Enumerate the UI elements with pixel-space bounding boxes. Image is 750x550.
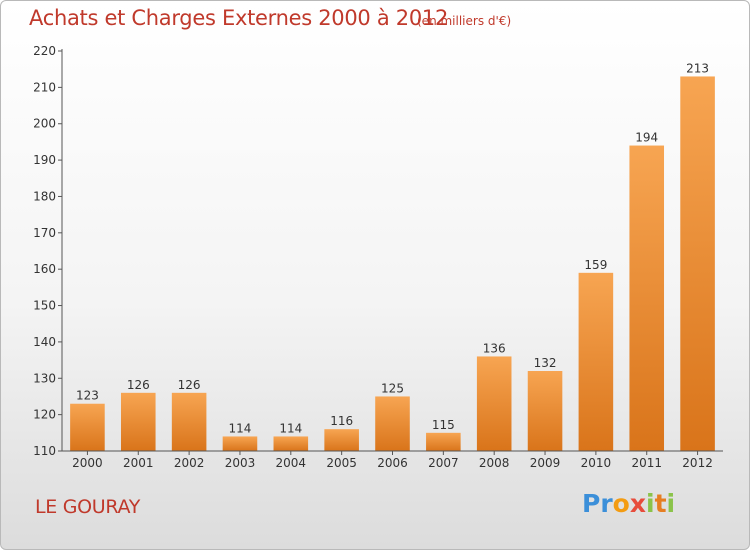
bar-value-label: 114 <box>229 421 252 435</box>
bar <box>171 392 207 451</box>
y-tick-label: 140 <box>33 335 56 349</box>
bar <box>70 403 105 451</box>
x-tick-label: 2005 <box>326 456 357 470</box>
x-tick-label: 2000 <box>72 456 103 470</box>
logo-letter: i <box>666 489 676 518</box>
bar-value-label: 136 <box>483 341 506 355</box>
bar <box>222 436 258 451</box>
x-tick-label: 2008 <box>479 456 510 470</box>
bar <box>120 392 156 451</box>
y-tick-label: 200 <box>33 117 56 131</box>
bar-value-label: 213 <box>686 61 709 75</box>
bar-value-label: 123 <box>76 389 99 403</box>
bar-value-label: 194 <box>635 131 658 145</box>
x-tick-label: 2001 <box>123 456 154 470</box>
y-tick-label: 180 <box>33 189 56 203</box>
chart-title: Achats et Charges Externes 2000 à 2012 <box>29 6 449 30</box>
x-tick-label: 2002 <box>174 456 205 470</box>
commune-name: LE GOURAY <box>35 496 141 518</box>
y-tick-label: 150 <box>33 299 56 313</box>
bar-value-label: 132 <box>534 356 557 370</box>
x-tick-label: 2007 <box>428 456 459 470</box>
logo-letter: P <box>582 489 601 518</box>
bar <box>476 356 512 451</box>
x-tick-label: 2004 <box>276 456 307 470</box>
logo-letter: t <box>654 489 667 518</box>
y-tick-label: 170 <box>33 226 56 240</box>
logo-letter: x <box>629 489 646 518</box>
proxiti-logo: Proxiti <box>582 489 675 518</box>
bar <box>629 145 665 451</box>
bar <box>680 76 715 452</box>
x-tick-label: 2012 <box>682 456 713 470</box>
x-tick-label: 2006 <box>377 456 408 470</box>
logo-letter: o <box>612 489 630 518</box>
x-tick-label: 2003 <box>225 456 256 470</box>
logo-letter: r <box>600 489 613 518</box>
y-tick-label: 160 <box>33 262 56 276</box>
bar <box>426 432 461 451</box>
bar <box>375 396 410 451</box>
y-tick-label: 210 <box>33 80 56 94</box>
y-tick-label: 190 <box>33 153 56 167</box>
bar-value-label: 126 <box>178 378 201 392</box>
y-tick-label: 110 <box>33 444 56 458</box>
logo-letter: i <box>646 489 655 518</box>
bar <box>273 436 309 451</box>
bar-value-label: 125 <box>381 381 404 395</box>
bar <box>527 371 563 451</box>
bar-value-label: 116 <box>330 414 353 428</box>
bar-value-label: 115 <box>432 418 455 432</box>
x-tick-label: 2011 <box>631 456 662 470</box>
x-tick-label: 2010 <box>581 456 612 470</box>
x-tick-label: 2009 <box>530 456 561 470</box>
bar-value-label: 126 <box>127 378 150 392</box>
bar <box>578 272 614 451</box>
unit-note: (en milliers d'€) <box>417 14 512 28</box>
bar-value-label: 159 <box>584 258 607 272</box>
bar-value-label: 114 <box>279 421 302 435</box>
bar <box>324 429 359 451</box>
y-tick-label: 220 <box>33 44 56 58</box>
y-tick-label: 120 <box>33 408 56 422</box>
y-tick-label: 130 <box>33 371 56 385</box>
